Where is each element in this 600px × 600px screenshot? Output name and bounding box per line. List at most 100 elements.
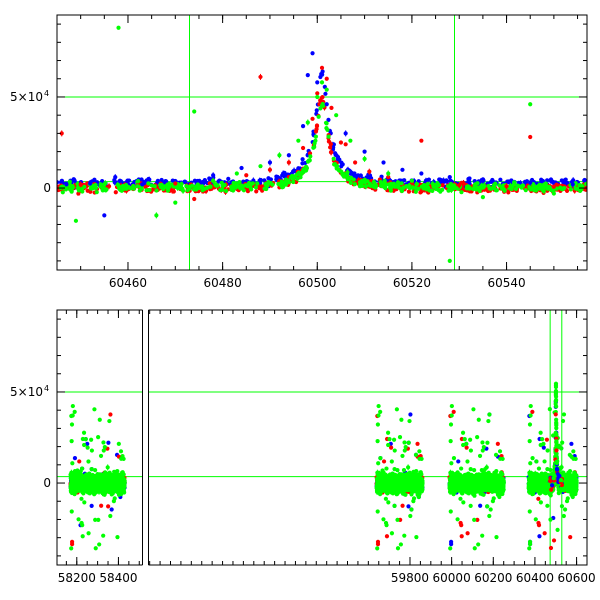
data-point — [375, 546, 380, 551]
data-point — [76, 517, 81, 522]
data-point — [298, 175, 303, 180]
data-point — [113, 174, 118, 180]
data-point — [323, 91, 328, 96]
data-point — [115, 535, 120, 540]
data-point — [375, 539, 381, 545]
data-point — [254, 189, 259, 194]
data-point — [430, 181, 435, 186]
data-point — [435, 183, 440, 188]
data-point — [348, 138, 353, 143]
data-point — [389, 459, 394, 464]
bottom-data-points — [68, 381, 579, 551]
data-point — [417, 449, 422, 454]
data-point — [315, 91, 320, 96]
data-point — [258, 177, 263, 183]
data-point — [241, 188, 246, 193]
data-point — [531, 183, 536, 188]
data-point — [378, 456, 383, 461]
data-point — [504, 184, 509, 189]
data-point — [110, 475, 115, 481]
data-point — [368, 183, 374, 188]
data-point — [300, 124, 306, 129]
data-point — [353, 160, 358, 165]
data-point — [424, 186, 430, 192]
data-point — [80, 483, 85, 488]
data-point — [97, 542, 102, 547]
data-point — [277, 153, 282, 158]
data-point — [397, 435, 403, 440]
data-point — [101, 440, 106, 445]
data-point — [96, 435, 101, 440]
data-point — [100, 491, 105, 496]
data-point — [548, 178, 554, 184]
data-point — [324, 76, 329, 81]
data-point — [343, 131, 348, 136]
data-point — [437, 177, 442, 182]
data-point — [147, 187, 152, 193]
data-point — [367, 169, 372, 174]
data-point — [97, 417, 102, 422]
data-point — [528, 102, 533, 107]
data-point — [381, 517, 386, 522]
data-point — [132, 179, 137, 185]
data-point — [407, 418, 412, 424]
data-point — [331, 156, 336, 161]
data-point — [234, 171, 239, 176]
data-point — [82, 184, 87, 189]
data-point — [403, 444, 408, 450]
data-point — [192, 109, 197, 114]
data-point — [94, 190, 99, 195]
data-point — [319, 65, 325, 70]
data-point — [447, 175, 452, 180]
data-point — [101, 533, 106, 538]
data-point — [265, 183, 270, 188]
data-point — [384, 466, 389, 471]
data-point — [313, 134, 318, 139]
data-point — [499, 185, 504, 191]
data-point — [401, 468, 407, 473]
data-point — [101, 484, 106, 489]
data-point — [137, 188, 142, 193]
data-point — [234, 181, 239, 186]
data-point — [345, 170, 350, 175]
data-point — [262, 186, 267, 191]
data-point — [315, 80, 320, 85]
data-point — [102, 213, 107, 218]
data-point — [419, 184, 424, 189]
data-point — [408, 513, 413, 519]
data-point — [80, 466, 85, 471]
data-point — [304, 166, 309, 171]
data-point — [255, 181, 260, 186]
data-point — [333, 151, 338, 156]
data-point — [109, 507, 114, 512]
data-point — [319, 95, 324, 100]
data-point — [219, 180, 224, 185]
data-point — [413, 452, 419, 457]
data-point — [300, 161, 305, 166]
data-point — [328, 145, 333, 150]
data-point — [362, 156, 367, 161]
data-point — [118, 449, 124, 454]
data-point — [480, 195, 485, 200]
data-point — [258, 164, 263, 169]
data-point — [105, 465, 110, 470]
data-point — [399, 188, 405, 194]
data-point — [89, 448, 94, 453]
data-point — [282, 182, 287, 187]
data-point — [414, 468, 419, 474]
data-point — [305, 159, 311, 164]
data-point — [345, 177, 350, 182]
data-point — [96, 517, 101, 522]
data-point — [575, 186, 580, 192]
data-point — [300, 145, 306, 151]
data-point — [286, 153, 291, 158]
data-point — [375, 438, 380, 444]
data-point — [389, 184, 394, 190]
bottom-guide-lines — [57, 310, 587, 565]
data-point — [479, 185, 485, 190]
data-point — [570, 182, 575, 187]
data-point — [211, 173, 216, 178]
data-point — [386, 175, 391, 180]
data-point — [488, 186, 493, 191]
data-point — [299, 171, 304, 176]
